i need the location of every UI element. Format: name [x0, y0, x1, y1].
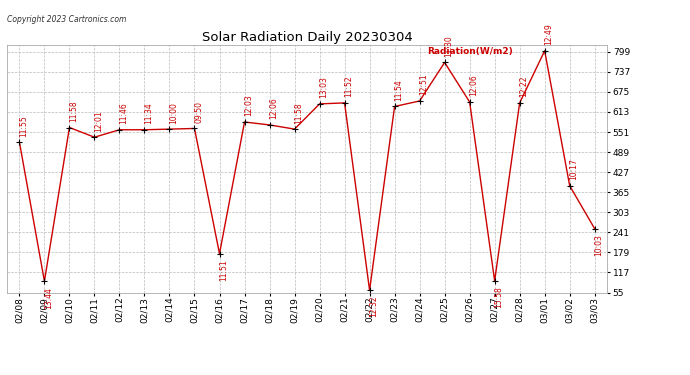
Text: 15:58: 15:58	[494, 286, 503, 308]
Text: 12:01: 12:01	[94, 110, 103, 132]
Text: 09:50: 09:50	[194, 101, 203, 123]
Text: 11:52: 11:52	[344, 76, 353, 98]
Text: Radiation(W/m2): Radiation(W/m2)	[427, 48, 513, 57]
Text: 11:34: 11:34	[144, 102, 153, 124]
Text: 12:51: 12:51	[420, 74, 428, 95]
Text: 13:03: 13:03	[319, 76, 328, 98]
Title: Solar Radiation Daily 20230304: Solar Radiation Daily 20230304	[201, 31, 413, 44]
Text: 11:46: 11:46	[119, 102, 128, 124]
Text: 11:55: 11:55	[19, 115, 28, 136]
Text: 10:00: 10:00	[169, 102, 178, 123]
Text: 12:06: 12:06	[269, 98, 278, 119]
Text: 12:06: 12:06	[469, 75, 478, 96]
Text: 10:03: 10:03	[594, 234, 603, 256]
Text: 12:49: 12:49	[544, 24, 553, 45]
Text: 11:51: 11:51	[219, 259, 228, 281]
Text: 12:22: 12:22	[520, 76, 529, 98]
Text: 12:32: 12:32	[369, 296, 378, 317]
Text: 11:58: 11:58	[294, 102, 303, 123]
Text: Copyright 2023 Cartronics.com: Copyright 2023 Cartronics.com	[7, 15, 126, 24]
Text: 11:58: 11:58	[69, 100, 78, 122]
Text: 13:44: 13:44	[44, 287, 53, 309]
Text: 11:54: 11:54	[394, 79, 403, 101]
Text: 10:17: 10:17	[569, 158, 578, 180]
Text: 12:03: 12:03	[244, 95, 253, 117]
Text: 11:30: 11:30	[444, 35, 453, 57]
